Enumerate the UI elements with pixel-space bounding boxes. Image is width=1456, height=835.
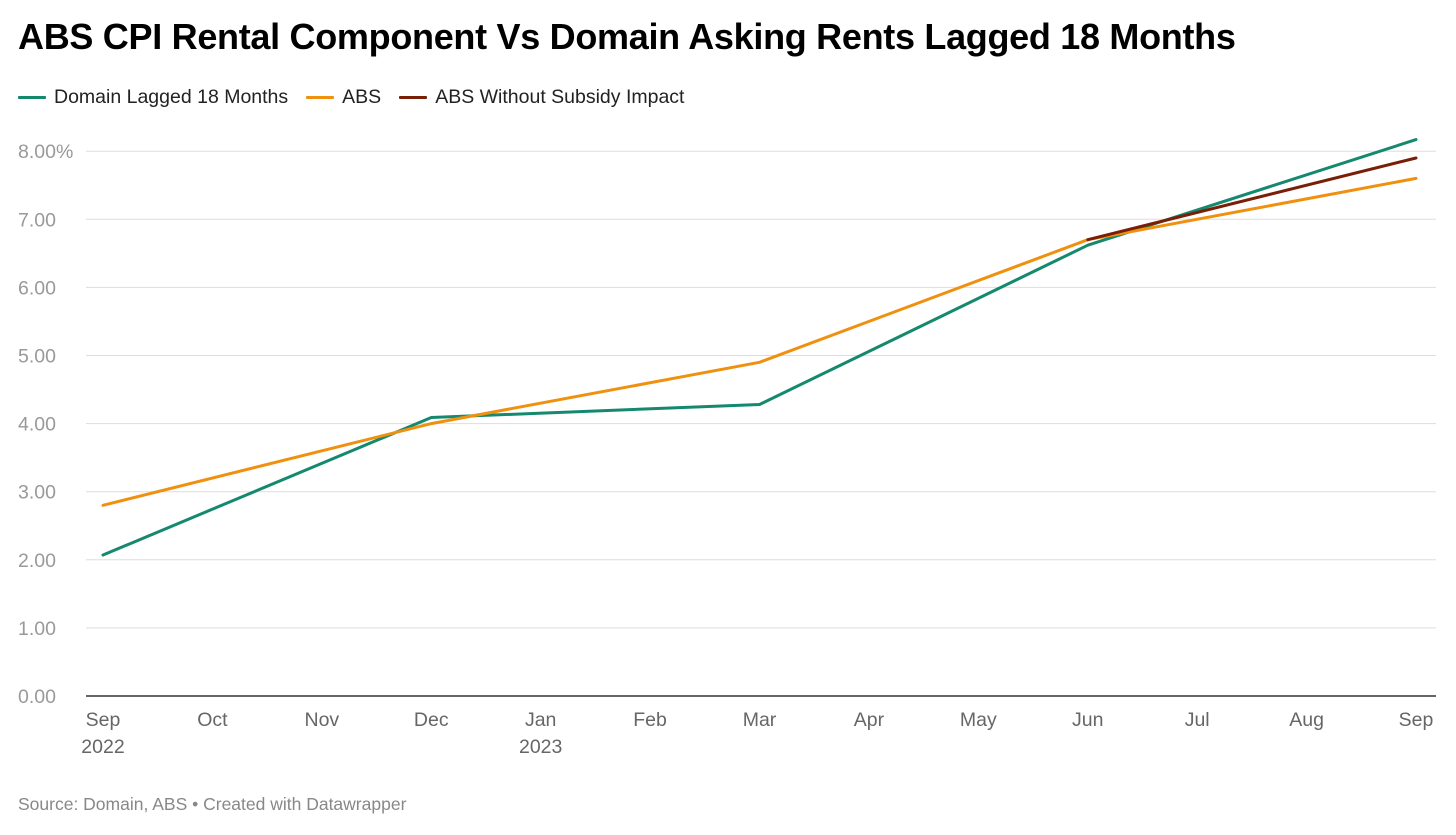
x-tick-year-label: 2023 [519,736,562,758]
y-tick-label: 8.00% [18,141,73,163]
x-tick-label: Jan [525,709,556,731]
legend-swatch-domain [18,96,46,99]
chart-title: ABS CPI Rental Component Vs Domain Askin… [18,16,1236,57]
legend-item-abs-without-subsidy: ABS Without Subsidy Impact [399,86,684,109]
y-axis-ticks: 0.00 1.00 2.00 3.00 4.00 5.00 6.00 7.00 8.00% [18,141,73,708]
source-note: Source: Domain, ABS • Created with Dataw… [18,794,407,814]
x-tick-label: Feb [633,709,667,731]
series-lines [101,138,1418,557]
chart-legend: Domain Lagged 18 Months ABS ABS Without … [18,86,702,109]
legend-swatch-abs [306,96,335,99]
y-tick-label: 6.00 [18,277,56,299]
x-tick-label: Mar [743,709,777,731]
x-tick-label: Oct [197,709,228,731]
legend-label-abs: ABS [342,86,382,108]
x-tick-label: Aug [1289,709,1324,731]
y-tick-label: 3.00 [18,482,56,504]
series-line-domain [101,138,1418,557]
x-tick-label: Sep [1399,709,1434,731]
x-tick-year-label: 2022 [81,736,124,758]
x-tick-label: May [960,709,997,731]
y-tick-label: 7.00 [18,209,56,231]
y-tick-label: 4.00 [18,414,56,436]
x-tick-label: Nov [304,709,339,731]
x-tick-label: Dec [414,709,449,731]
y-tick-label: 5.00 [18,346,56,368]
x-tick-label: Apr [854,709,885,731]
x-tick-label: Jul [1185,709,1210,731]
legend-swatch-abs-without-subsidy [399,96,428,99]
x-tick-label: Sep [86,709,121,731]
x-axis-ticks: Sep 2022 Oct Nov Dec Jan 2023 Feb Mar Apr May Jun Ju… [81,709,1433,758]
legend-item-abs: ABS [306,86,381,109]
series-line-abs [101,176,1418,507]
y-tick-label: 0.00 [18,686,56,708]
y-tick-label: 2.00 [18,550,56,572]
legend-label-domain: Domain Lagged 18 Months [54,86,289,108]
grid-lines [86,150,1436,697]
y-tick-label: 1.00 [18,618,56,640]
series-line-abs-without-subsidy [1086,156,1418,242]
x-tick-label: Jun [1072,709,1103,731]
legend-item-domain: Domain Lagged 18 Months [18,86,288,109]
legend-label-abs-without-subsidy: ABS Without Subsidy Impact [435,86,685,108]
